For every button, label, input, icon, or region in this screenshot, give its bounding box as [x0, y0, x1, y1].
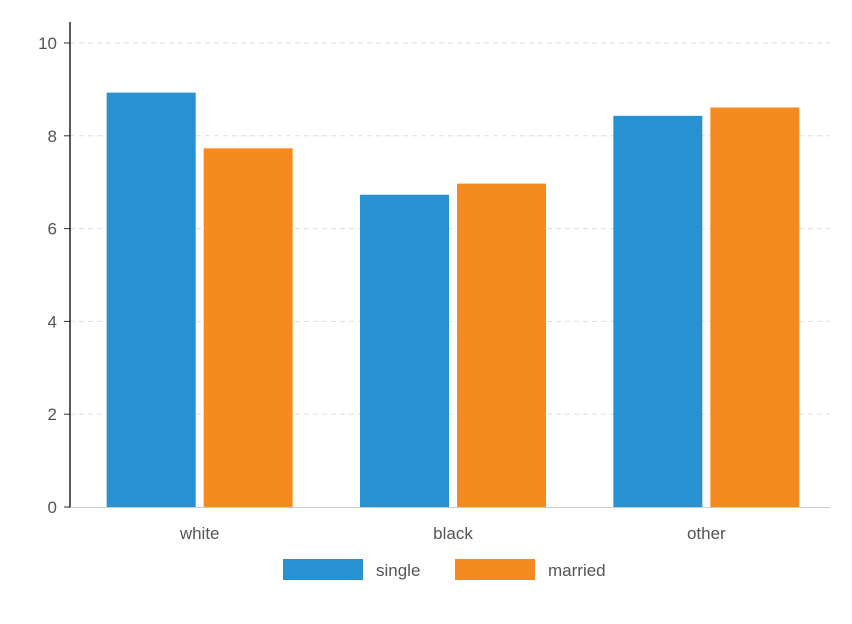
axes: 0 2 4 6 8 10 white black other [38, 22, 830, 543]
y-tick-label: 4 [48, 312, 57, 331]
x-tick-label: other [687, 524, 726, 543]
legend-label-married: married [548, 561, 606, 580]
y-tick-label: 0 [48, 498, 57, 517]
y-tick-label: 8 [48, 127, 57, 146]
legend-swatch-married [455, 559, 535, 580]
bar-married-black [457, 183, 546, 508]
bar-married-white [203, 148, 293, 507]
bar-married-other [710, 107, 800, 507]
y-tick-label: 10 [38, 34, 57, 53]
gridlines [70, 42, 830, 415]
legend: single married [283, 559, 606, 580]
bars [106, 92, 800, 508]
x-tick-label: white [179, 524, 220, 543]
bar-single-white [106, 92, 196, 507]
y-tick-label: 6 [48, 220, 57, 239]
x-tick-label: black [433, 524, 473, 543]
y-tick-label: 2 [48, 405, 57, 424]
bar-single-other [613, 115, 703, 508]
legend-swatch-single [283, 559, 363, 580]
legend-label-single: single [376, 561, 420, 580]
bar-single-black [360, 194, 449, 507]
